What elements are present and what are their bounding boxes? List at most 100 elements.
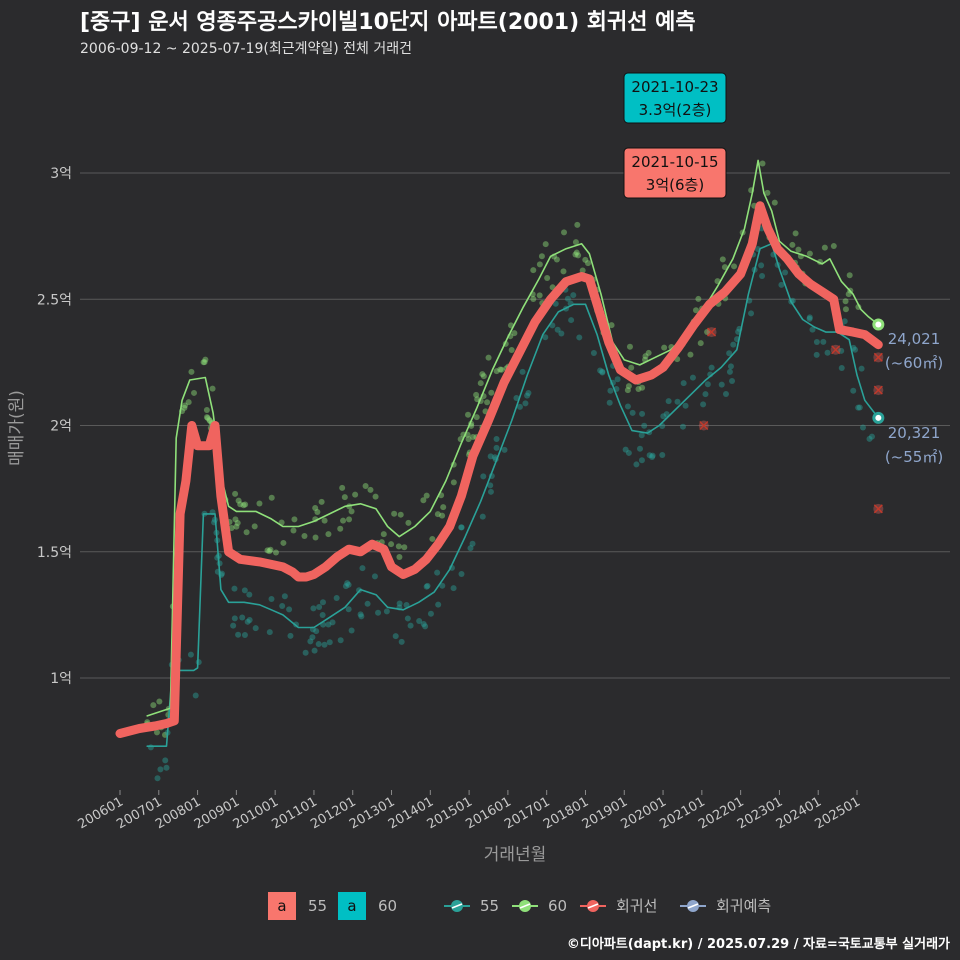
data-point-60 (692, 307, 699, 314)
data-point-55 (348, 627, 355, 634)
data-point-60 (267, 546, 274, 553)
data-point-55 (726, 368, 733, 375)
data-point-55 (403, 601, 410, 608)
data-point-60 (202, 356, 209, 363)
forecast-point-center (875, 414, 882, 421)
data-point-55 (759, 272, 766, 279)
data-point-60 (150, 702, 157, 709)
data-point-60 (380, 531, 387, 538)
data-point-60 (264, 547, 271, 554)
data-point-55 (576, 334, 583, 341)
data-point-55 (624, 403, 631, 410)
data-point-60 (764, 189, 771, 196)
data-point-55 (820, 338, 827, 345)
data-point-55 (458, 524, 465, 531)
data-point-60 (474, 396, 481, 403)
data-point-55 (663, 411, 670, 418)
data-point-55 (607, 387, 614, 394)
data-point-60 (661, 344, 668, 351)
data-point-55 (467, 545, 474, 552)
data-point-60 (312, 534, 319, 541)
data-point-60 (318, 498, 325, 505)
data-point-55 (147, 744, 154, 751)
data-point-55 (674, 398, 681, 405)
data-point-55 (718, 381, 725, 388)
data-point-60 (789, 241, 796, 248)
data-point-55 (841, 318, 848, 325)
annotations: 2021-10-23 3.3억(2층) 2021-10-15 3억(6층) (623, 72, 727, 199)
data-point-55 (422, 623, 429, 630)
data-point-55 (516, 403, 523, 410)
data-point-60 (846, 272, 853, 279)
annotation-box (623, 147, 727, 199)
legend-fill-label: 60 (378, 897, 397, 915)
data-point-60 (536, 292, 543, 299)
data-point-55 (427, 610, 434, 617)
data-point-60 (626, 343, 633, 350)
data-point-55 (310, 605, 317, 612)
data-point-60 (821, 244, 828, 251)
data-point-60 (493, 368, 500, 375)
data-point-60 (642, 353, 649, 360)
data-point-60 (301, 533, 308, 540)
data-point-55 (154, 775, 161, 782)
data-point-60 (200, 359, 207, 366)
data-point-55 (407, 622, 414, 629)
data-point-55 (730, 341, 737, 348)
data-point-55 (813, 351, 820, 358)
data-point-60 (572, 251, 579, 258)
data-point-55 (806, 314, 813, 321)
data-point-55 (524, 392, 531, 399)
data-point-60 (792, 230, 799, 237)
data-point-55 (252, 625, 259, 632)
data-point-60 (579, 267, 586, 274)
data-point-55 (450, 585, 457, 592)
data-point-55 (813, 339, 820, 346)
data-point-60 (695, 295, 702, 302)
data-point-55 (599, 369, 606, 376)
data-point-60 (759, 160, 766, 167)
data-point-60 (266, 548, 273, 555)
data-point-60 (153, 729, 160, 736)
data-point-55 (708, 364, 715, 371)
data-point-55 (162, 757, 169, 764)
data-point-60 (346, 516, 353, 523)
data-point-60 (234, 520, 241, 527)
data-point-60 (488, 389, 495, 396)
data-point-60 (530, 296, 537, 303)
data-point-55 (458, 524, 465, 531)
legend-fill-glyph: a (277, 897, 286, 915)
data-point-60 (704, 328, 711, 335)
data-point-55 (659, 451, 666, 458)
data-point-55 (420, 621, 427, 628)
data-point-60 (574, 221, 581, 228)
data-point-55 (638, 457, 645, 464)
data-point-55 (316, 604, 323, 611)
data-point-55 (423, 583, 430, 590)
data-point-60 (560, 268, 567, 275)
data-point-60 (367, 486, 374, 493)
data-point-60 (721, 264, 728, 271)
data-point-55 (859, 424, 866, 431)
data-point-60 (842, 306, 849, 313)
data-point-60 (232, 516, 239, 523)
legend-line-slash (587, 903, 599, 909)
legend-fill-glyph: a (347, 897, 356, 915)
data-point-55 (416, 618, 423, 625)
data-point-60 (339, 484, 346, 491)
series-line-55 (146, 242, 880, 747)
series-lines (115, 159, 883, 747)
data-point-60 (687, 351, 694, 358)
data-point-55 (782, 269, 789, 276)
data-point-55 (568, 317, 575, 324)
data-point-55 (590, 349, 597, 356)
data-point-55 (641, 422, 648, 429)
data-point-55 (231, 585, 238, 592)
data-point-60 (719, 256, 726, 263)
legend: a 55 a 60 55 60 회귀선 회귀예측 (268, 892, 771, 920)
data-point-60 (477, 380, 484, 387)
data-point-60 (207, 417, 214, 424)
data-point-60 (362, 483, 369, 490)
data-point-55 (858, 365, 865, 372)
legend-line-label: 55 (480, 897, 499, 915)
